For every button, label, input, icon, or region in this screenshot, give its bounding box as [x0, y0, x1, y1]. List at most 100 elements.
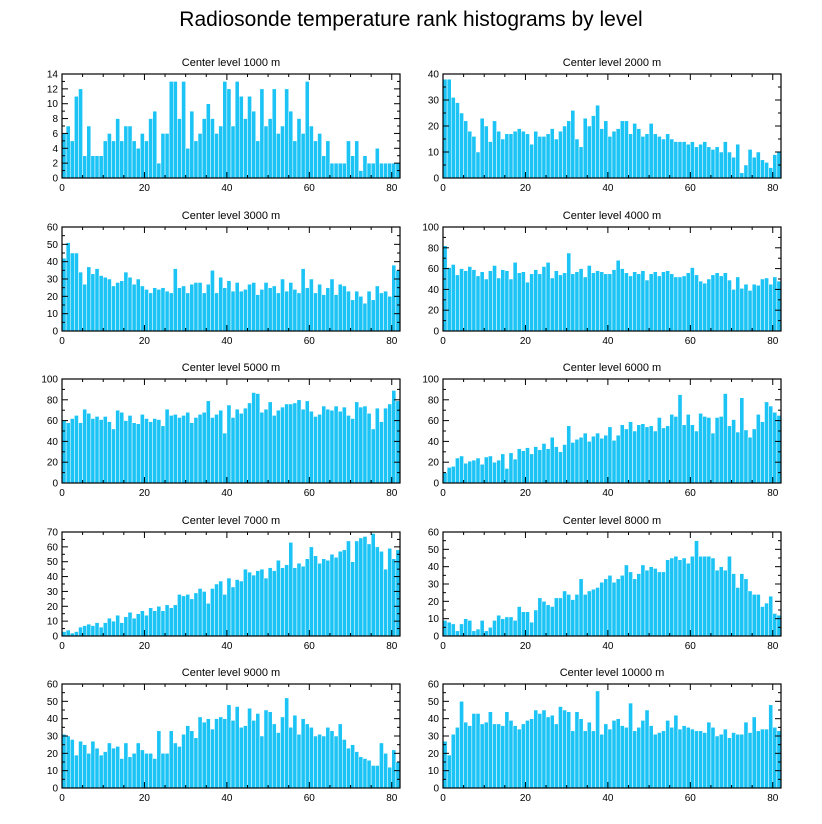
bar — [710, 149, 716, 179]
bar — [271, 88, 277, 179]
bar — [354, 540, 360, 637]
panel-title-1: Center level 1000 m — [181, 57, 281, 69]
bar — [607, 575, 613, 637]
bar — [329, 730, 335, 789]
bar — [747, 590, 753, 637]
bar — [238, 290, 244, 332]
bar — [267, 118, 273, 179]
panel-8: 0 20 40 60 80 0 10 20 30 40 50 60 — [428, 528, 782, 652]
bar — [516, 128, 522, 179]
bar — [640, 136, 646, 179]
bar — [756, 730, 761, 789]
bar — [358, 406, 364, 484]
bar — [313, 416, 318, 484]
bar — [681, 275, 687, 332]
bar — [259, 412, 265, 484]
bar — [74, 96, 79, 179]
bar — [185, 594, 191, 637]
bar — [379, 292, 384, 332]
y-tick-label: 60 — [47, 223, 59, 234]
y-tick-label: 10 — [428, 614, 440, 625]
bar — [300, 718, 306, 789]
bar — [98, 419, 104, 484]
bar — [173, 604, 178, 637]
bar — [65, 242, 71, 332]
bar — [342, 549, 347, 637]
bar — [533, 609, 539, 637]
panel-title-8: Center level 8000 m — [562, 515, 662, 527]
bar — [648, 725, 654, 789]
bar — [665, 559, 670, 637]
bar — [234, 282, 240, 332]
bar — [570, 599, 576, 637]
bar — [238, 96, 244, 179]
bar — [193, 417, 199, 484]
bar — [603, 723, 609, 789]
bar — [321, 155, 327, 179]
x-tick-label: 20 — [139, 641, 151, 652]
x-tick-label: 60 — [685, 336, 697, 347]
bar — [743, 721, 749, 789]
bar — [197, 133, 203, 179]
bar — [280, 278, 285, 332]
bar — [504, 468, 510, 484]
bar — [78, 626, 83, 637]
bar — [669, 138, 675, 179]
bar — [309, 410, 314, 484]
x-tick-label: 60 — [685, 183, 697, 194]
bar — [313, 735, 318, 789]
bar — [300, 565, 306, 637]
bar — [321, 558, 327, 637]
bar — [152, 287, 158, 332]
bar — [152, 110, 158, 179]
x-tick-label: 60 — [304, 793, 316, 804]
bar — [201, 412, 207, 484]
bar — [280, 406, 285, 484]
bar — [115, 118, 120, 179]
bar — [624, 272, 629, 332]
bar — [247, 571, 252, 637]
bar — [370, 162, 376, 179]
bar — [471, 713, 477, 789]
bar — [189, 598, 195, 637]
y-tick-label: 20 — [428, 122, 440, 133]
bar — [230, 586, 236, 637]
bar — [731, 573, 736, 637]
bar — [648, 273, 654, 332]
bar — [669, 557, 675, 637]
bar — [210, 118, 215, 179]
bar — [521, 450, 526, 484]
bar — [317, 414, 322, 484]
bar — [463, 120, 468, 179]
bar — [690, 556, 695, 637]
bar — [475, 151, 481, 179]
bar — [582, 730, 588, 789]
bar — [760, 728, 765, 789]
bar — [65, 735, 71, 789]
bar — [127, 125, 133, 179]
bar — [144, 614, 149, 637]
bar — [747, 436, 753, 484]
bar — [333, 294, 339, 332]
bar — [442, 472, 448, 484]
bar — [504, 711, 510, 789]
bar — [226, 704, 232, 789]
bar — [309, 546, 314, 637]
bar — [193, 140, 199, 179]
bar — [173, 268, 178, 332]
bar — [189, 110, 195, 179]
bar — [86, 266, 92, 332]
bar — [694, 146, 699, 179]
y-tick-label: 0 — [52, 784, 58, 795]
bar — [292, 714, 298, 789]
bar — [698, 143, 703, 179]
bar — [702, 556, 708, 637]
bar — [735, 587, 741, 637]
bar — [756, 284, 761, 332]
bar — [197, 716, 203, 789]
bar — [379, 162, 384, 179]
bar — [140, 285, 145, 332]
x-tick-label: 60 — [685, 793, 697, 804]
bar — [177, 118, 182, 179]
panel-4: 0 20 40 60 80 0 20 40 60 80 100 — [422, 223, 782, 347]
